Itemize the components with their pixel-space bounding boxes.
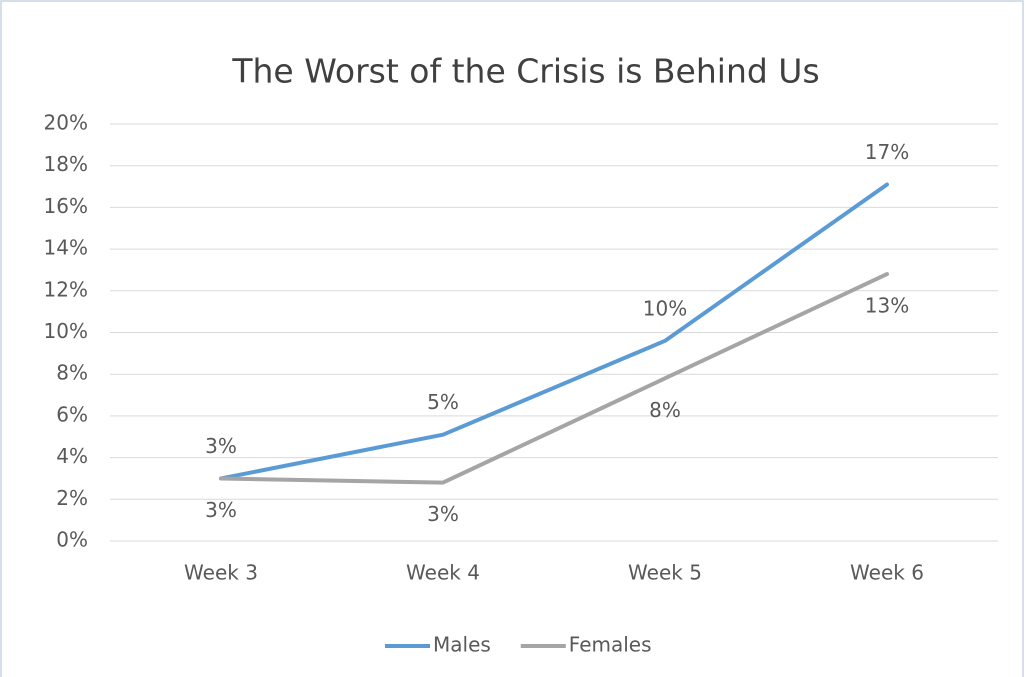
x-tick-label: Week 6 — [850, 561, 924, 585]
legend-label: Females — [569, 633, 652, 657]
data-label: 5% — [427, 390, 459, 414]
series-line — [219, 182, 889, 481]
x-tick-label: Week 4 — [406, 561, 480, 585]
data-label: 10% — [643, 296, 687, 320]
data-label: 13% — [865, 294, 909, 318]
series-line — [219, 272, 889, 485]
legend-label: Males — [433, 633, 491, 657]
y-tick-label: 10% — [44, 319, 88, 343]
x-tick-label: Week 3 — [184, 561, 258, 585]
y-tick-label: 6% — [56, 402, 88, 426]
data-label: 3% — [205, 498, 237, 522]
chart-title: The Worst of the Crisis is Behind Us — [231, 52, 819, 91]
y-tick-label: 16% — [44, 194, 88, 218]
y-tick-label: 0% — [56, 528, 88, 552]
x-tick-label: Week 5 — [628, 561, 702, 585]
y-tick-label: 12% — [44, 277, 88, 301]
y-tick-label: 18% — [44, 152, 88, 176]
data-label: 8% — [649, 398, 681, 422]
y-tick-label: 4% — [56, 444, 88, 468]
data-label: 3% — [205, 434, 237, 458]
data-label: 3% — [427, 502, 459, 526]
data-label: 17% — [865, 140, 909, 164]
y-tick-label: 2% — [56, 486, 88, 510]
y-tick-label: 20% — [44, 111, 88, 135]
y-tick-label: 8% — [56, 361, 88, 385]
y-tick-label: 14% — [44, 236, 88, 260]
